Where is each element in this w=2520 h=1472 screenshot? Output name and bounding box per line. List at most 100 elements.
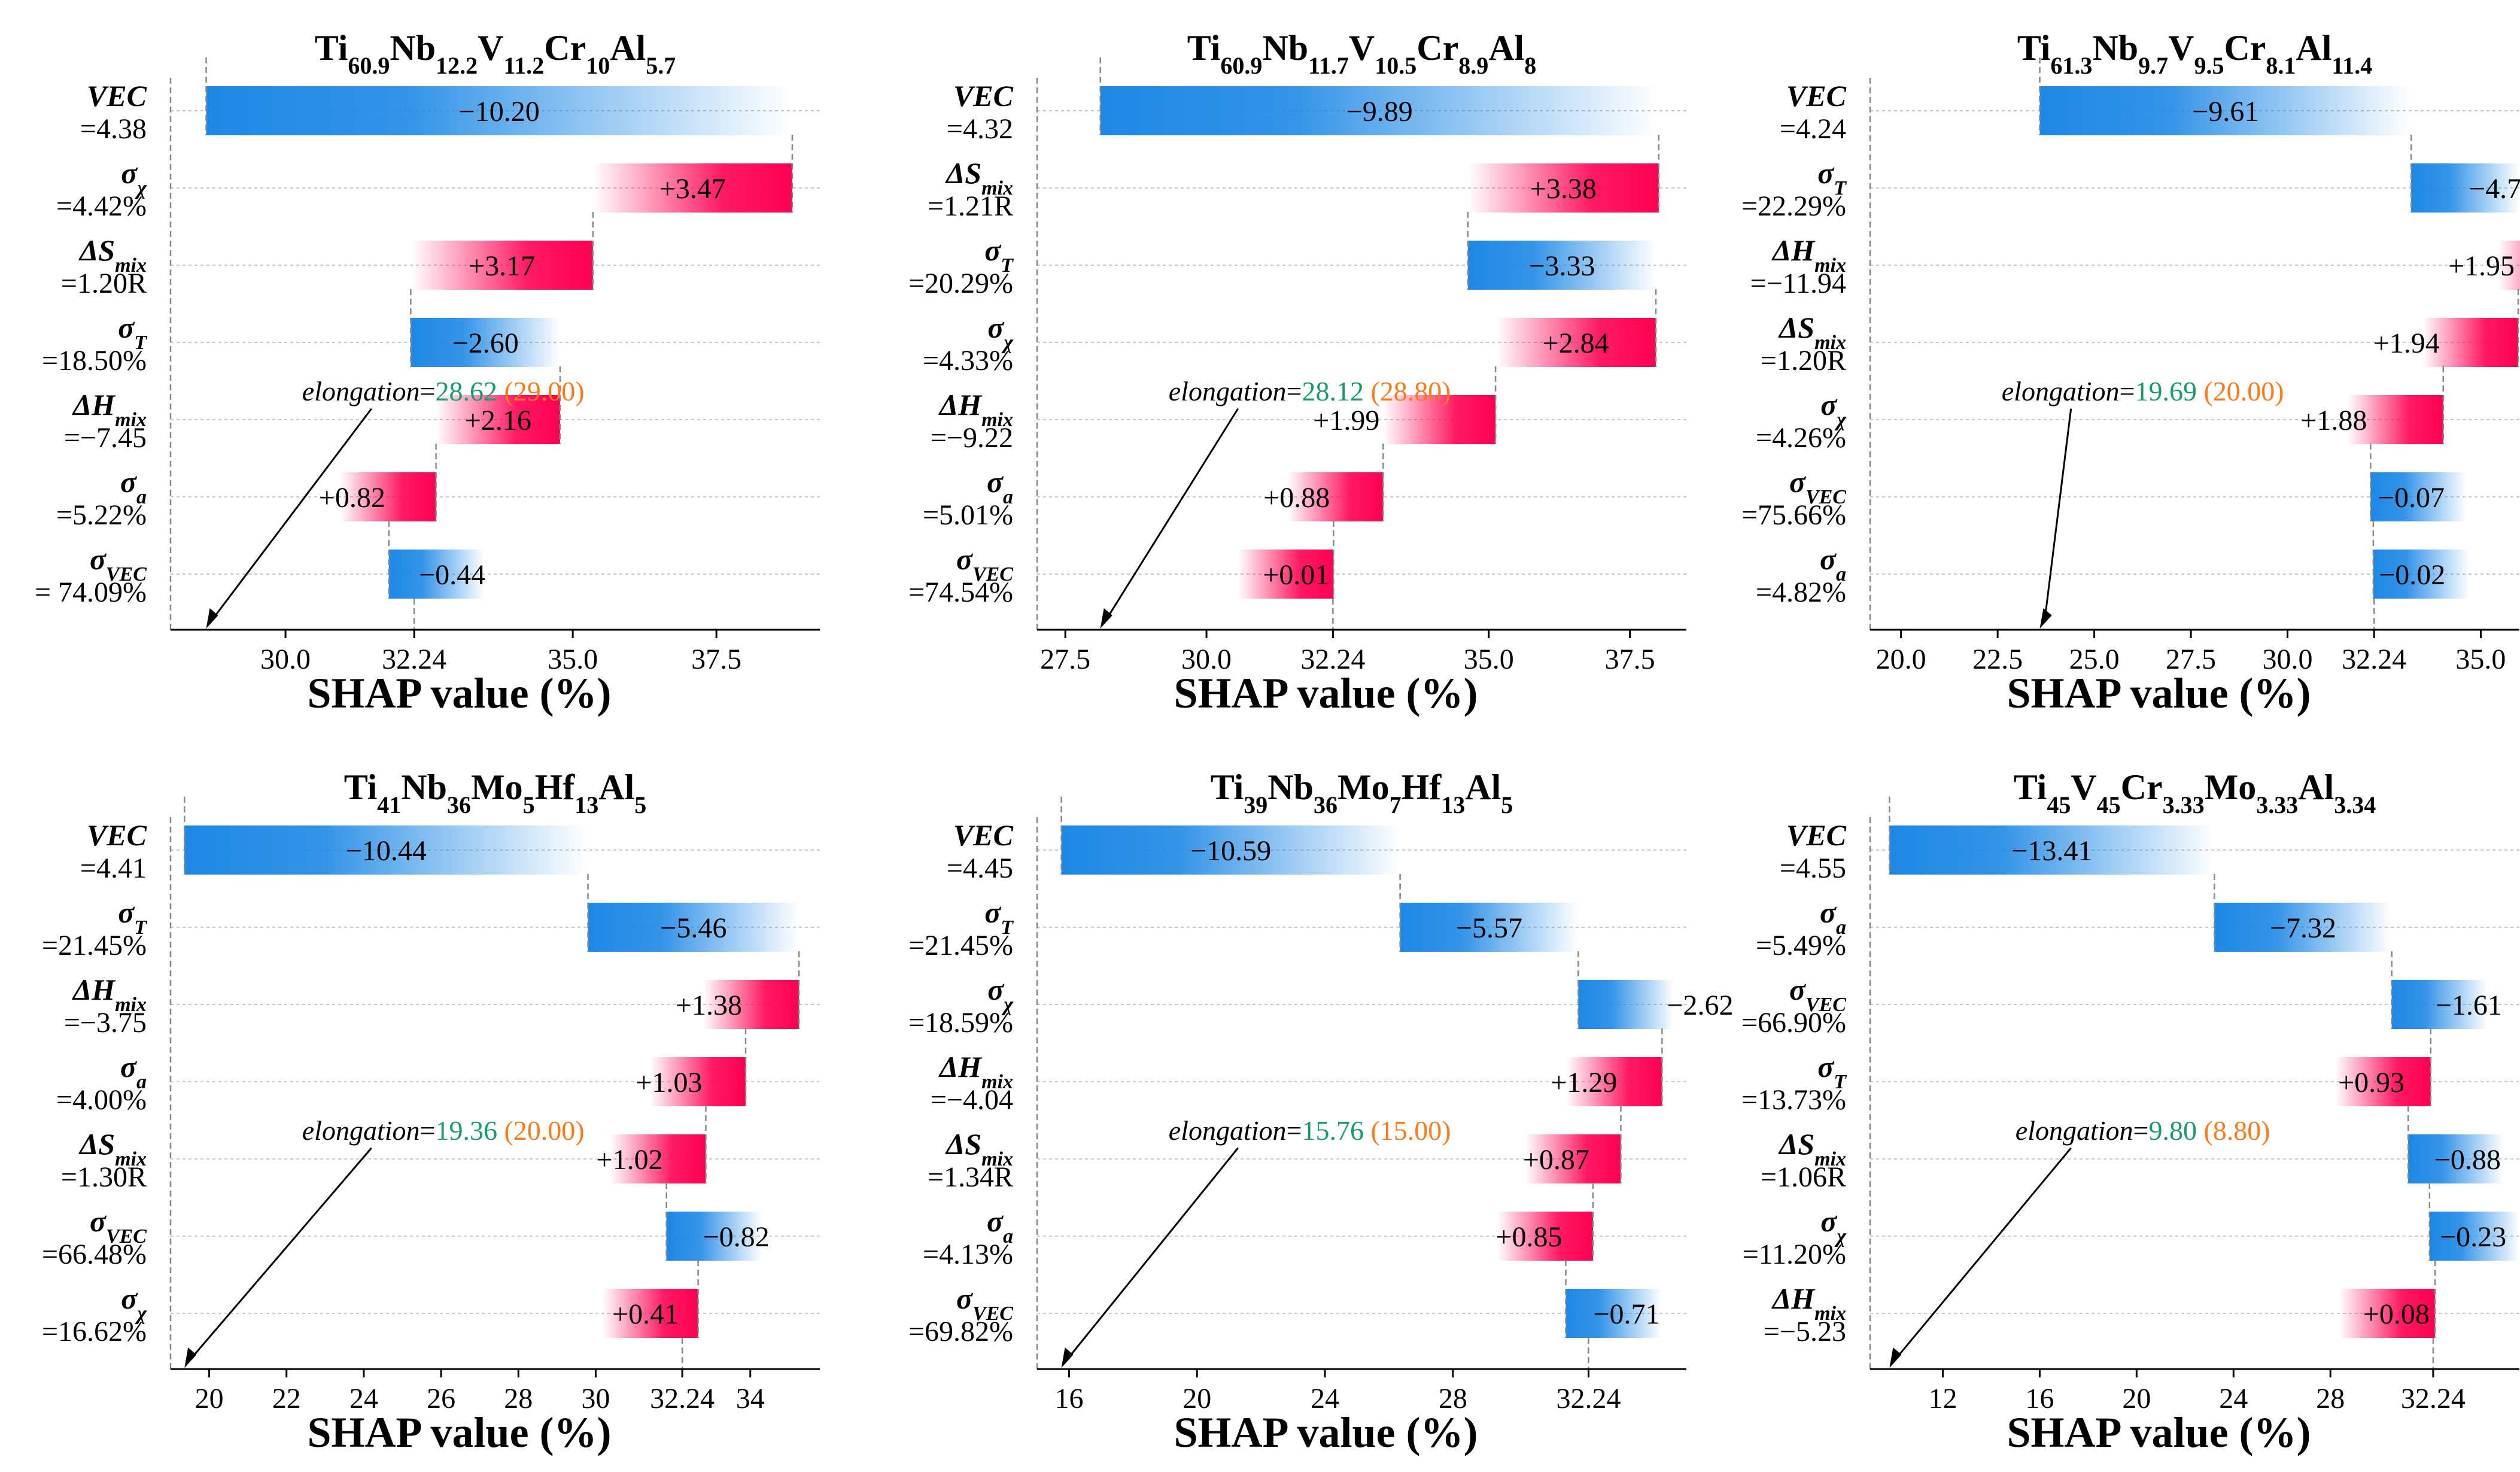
shap-label: +0.41 [612,1298,679,1330]
shap-bar-edge [1578,980,1582,1029]
arrow-head [206,608,218,629]
chart-title: Ti45V45Cr3.33Mo3.33Al3.34 [2014,767,2376,818]
feature-name: σT [118,896,147,939]
x-tick-label: 35.0 [548,644,598,675]
elongation-annotation: elongation=15.76 (15.00) [1169,1115,1451,1146]
feature-name: σVEC [1789,465,1846,508]
arrow-head [1889,1347,1902,1368]
feature-value: =−9.22 [931,422,1013,454]
shap-label: −0.82 [703,1221,770,1253]
feature-name: σχ [987,311,1014,354]
shap-bar [1525,1134,1621,1183]
shap-label: −9.89 [1346,96,1413,128]
feature-name: σVEC [1789,973,1846,1016]
shap-bar [2411,163,2519,213]
feature-value: =4.82% [1756,576,1846,608]
chart-title: Ti39Nb36Mo7Hf13Al5 [1211,767,1513,818]
shap-label: −7.32 [2270,912,2336,944]
feature-value: =13.73% [1741,1084,1846,1116]
feature-name: σT [1817,1050,1847,1093]
shap-bar-edge [2391,980,2395,1029]
panel-3: Ti61.3Nb9.7V9.5Cr8.1Al11.4 −9.61 VEC=4.24 −… [1741,28,2520,717]
elongation-annotation: elongation=28.12 (28.80) [1169,376,1451,406]
chart-title: Ti60.9Nb11.7V10.5Cr8.9Al8 [1187,28,1536,79]
shap-bar-edge [1061,825,1065,875]
feature-value: =1.21R [928,190,1013,222]
x-tick-label: 32.24 [2401,1383,2466,1415]
shap-bar-edge [695,1289,698,1338]
shap-bar [411,318,560,367]
shap-label: +0.01 [1263,559,1329,591]
feature-value: =75.66% [1741,499,1846,531]
shap-label: +1.88 [2300,405,2367,436]
x-tick-label: 32.24 [2342,644,2406,675]
feature-value: =5.49% [1756,930,1846,961]
shap-bar-edge [1618,1134,1621,1183]
shap-bar-edge [2408,1134,2412,1183]
shap-label: −0.07 [2378,482,2445,514]
x-tick-label: 12 [1928,1383,1957,1415]
feature-value: =−5.23 [1764,1316,1846,1347]
shap-bar-edge [2373,550,2376,599]
shap-bar-edge [1889,825,1893,875]
feature-value: =18.59% [908,1007,1013,1039]
feature-value: =66.48% [42,1239,147,1270]
x-tick-label: 32.24 [382,644,446,675]
shap-bar [2347,395,2443,444]
x-axis-label: SHAP value (%) [2007,669,2311,717]
feature-name: ΔSmix [945,156,1013,199]
feature-name: VEC [87,79,147,113]
feature-name: σχ [121,156,147,199]
feature-name: σa [1820,896,1846,939]
x-axis-label: SHAP value (%) [2007,1409,2311,1456]
shap-bar [2214,903,2392,952]
shap-bar-edge [557,395,560,444]
feature-value: =4.26% [1756,422,1846,454]
arrow-head [2039,608,2052,629]
x-axis-label: SHAP value (%) [307,669,611,717]
shap-bar [1578,980,1674,1029]
shap-bar [1566,1057,1662,1106]
feature-name: σVEC [90,542,147,585]
shap-label: −1.61 [2436,990,2502,1021]
elongation-annotation: elongation=28.62 (29.00) [302,376,585,406]
annotation-arrow [210,408,372,622]
shap-bar-edge [589,241,593,290]
feature-value: =20.29% [908,268,1013,299]
shap-bar-edge [2427,1057,2431,1106]
x-tick-label: 37.5 [691,644,741,675]
shap-bar [1287,472,1384,521]
shap-label: −13.41 [2011,835,2092,867]
feature-name: σa [987,1204,1013,1248]
x-tick-label: 27.5 [2166,644,2216,675]
feature-name: ΔHmix [938,388,1013,431]
x-tick-label: 35.0 [2455,644,2506,675]
feature-value: =1.06R [1761,1161,1846,1193]
shap-bar [2422,318,2519,367]
feature-name: σVEC [956,1282,1013,1325]
shap-bar [2391,980,2488,1029]
shap-bar [388,550,485,599]
feature-value: =−4.04 [931,1084,1013,1116]
feature-value: =4.33% [923,345,1013,377]
elongation-annotation: elongation=9.80 (8.80) [2016,1115,2270,1146]
feature-value: =4.24 [1780,113,1846,145]
shap-label: −10.59 [1190,835,1271,867]
shap-bar [666,1212,762,1261]
panel-5: Ti39Nb36Mo7Hf13Al5−10.59VEC=4.45−5.57σT=… [908,767,1734,1456]
shap-bar-edge [411,318,414,367]
shap-bar [340,472,436,521]
feature-value: =−7.45 [64,422,147,454]
shap-label: +1.02 [597,1144,663,1176]
chart-title: Ti41Nb36Mo5Hf13Al5 [344,767,647,818]
x-tick-label: 24 [2219,1383,2248,1415]
annotation-arrow [1104,408,1239,622]
shap-bar-edge [1659,1057,1662,1106]
annotation-arrow [189,1147,372,1361]
x-tick-label: 20 [195,1383,224,1415]
x-tick-label: 24 [1311,1383,1339,1415]
feature-name: ΔHmix [72,973,147,1016]
shap-bar [703,980,800,1029]
shap-bar [2334,1057,2431,1106]
